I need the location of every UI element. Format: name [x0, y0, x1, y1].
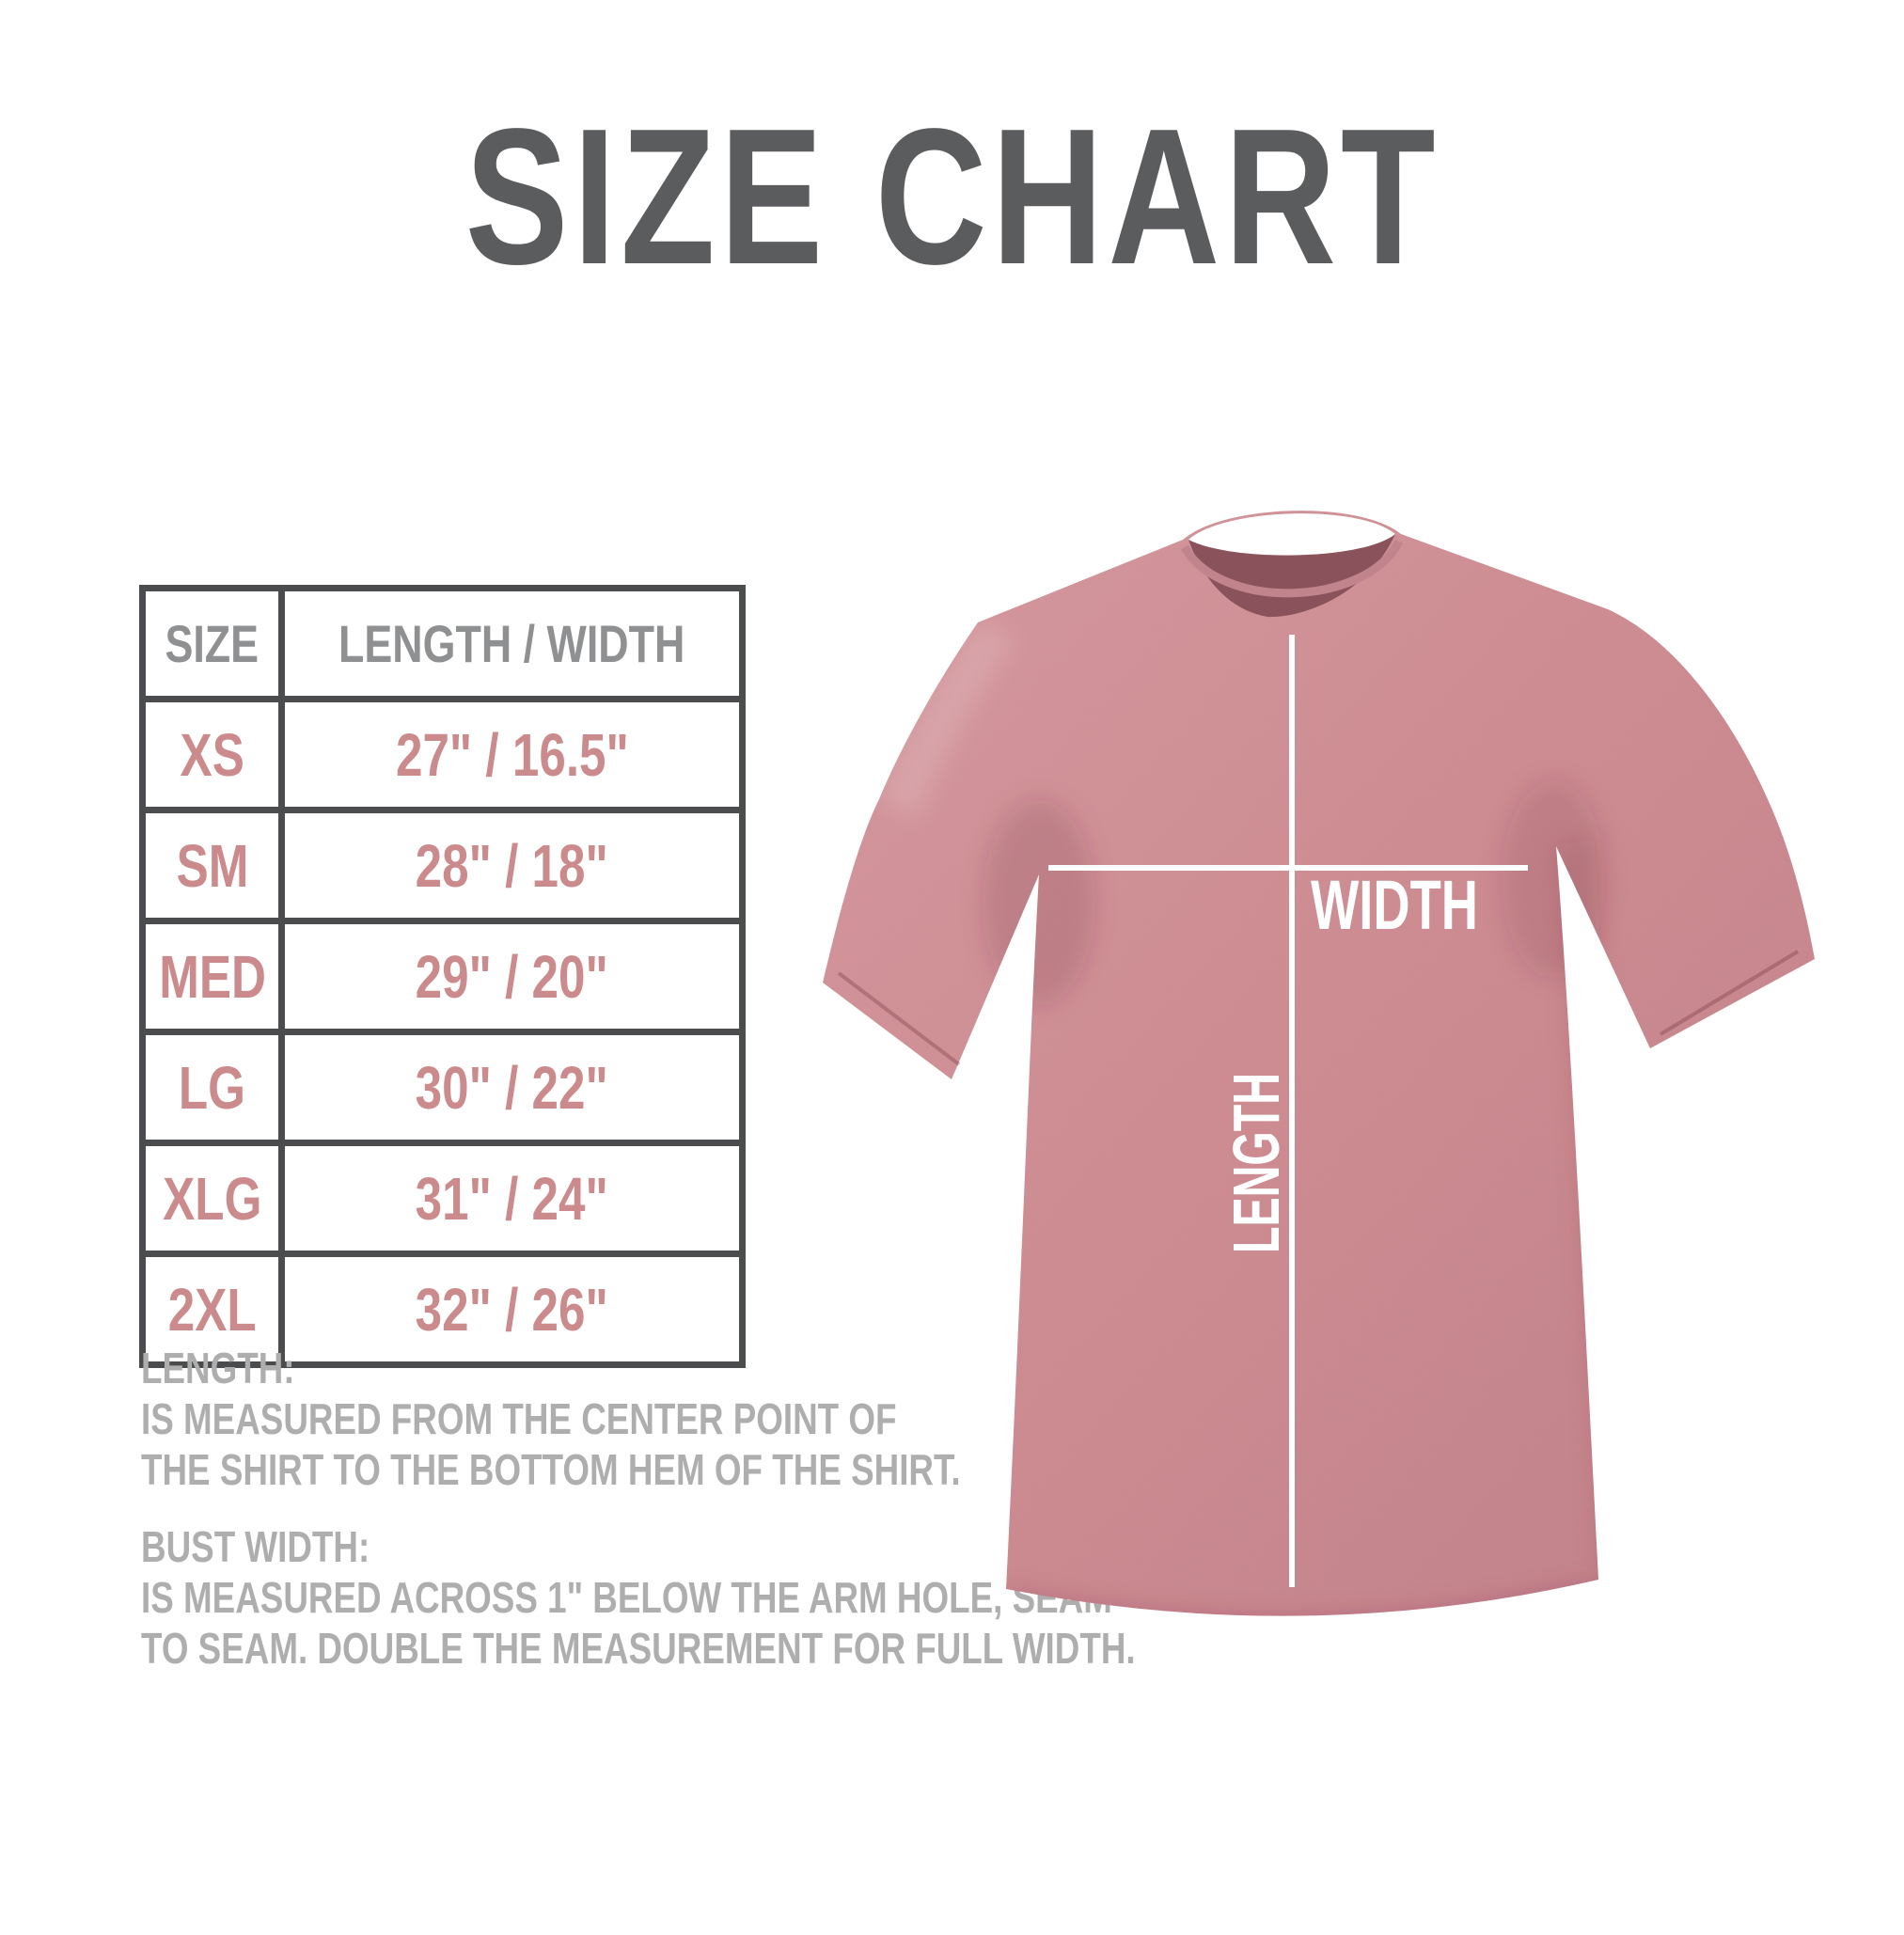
measurement-notes: LENGTH: IS MEASURED FROM THE CENTER POIN… — [141, 1343, 1384, 1700]
tshirt-image: WIDTH LENGTH — [823, 511, 1815, 1616]
table-row: XLG 31" / 24" — [139, 1140, 746, 1257]
size-cell: MED — [139, 918, 285, 1035]
measurement-cell: 29" / 20" — [278, 918, 746, 1035]
table-row: LG 30" / 22" — [139, 1029, 746, 1146]
size-column-header: SIZE — [139, 585, 285, 702]
collar-seam — [1181, 539, 1403, 598]
length-note-label: LENGTH: — [141, 1344, 295, 1392]
bust-width-note-line: IS MEASURED ACROSS 1" BELOW THE ARM HOLE… — [141, 1573, 1112, 1622]
size-cell: SM — [139, 807, 285, 924]
size-cell: 2XL — [139, 1251, 285, 1368]
neck-opening — [1188, 513, 1395, 556]
right-sleeve-hem — [1659, 950, 1800, 1036]
table-row: SM 28" / 18" — [139, 807, 746, 924]
bust-width-note-line: TO SEAM. DOUBLE THE MEASUREMENT FOR FULL… — [141, 1624, 1136, 1673]
width-label: WIDTH — [1311, 866, 1478, 944]
length-note: LENGTH: IS MEASURED FROM THE CENTER POIN… — [141, 1343, 1384, 1495]
measurement-cell: 27" / 16.5" — [278, 696, 746, 813]
length-label: LENGTH — [1220, 1073, 1293, 1253]
size-cell: LG — [139, 1029, 285, 1146]
page-title: SIZE CHART — [0, 90, 1904, 304]
size-table: SIZE LENGTH / WIDTH XS 27" / 16.5" SM 28… — [139, 585, 746, 1368]
size-cell: XS — [139, 696, 285, 813]
measurement-cell: 28" / 18" — [278, 807, 746, 924]
length-note-line: IS MEASURED FROM THE CENTER POINT OF — [141, 1394, 897, 1443]
bust-width-note-label: BUST WIDTH: — [141, 1522, 370, 1571]
tshirt-measurement-diagram: WIDTH LENGTH — [790, 461, 1862, 1655]
collar-inner-shadow — [1188, 534, 1395, 618]
table-row: MED 29" / 20" — [139, 918, 746, 1035]
left-sleeve-hem — [837, 971, 961, 1066]
size-table-header-row: SIZE LENGTH / WIDTH — [139, 585, 746, 702]
size-cell: XLG — [139, 1140, 285, 1257]
page-title-text: SIZE CHART — [464, 88, 1440, 305]
length-width-column-header: LENGTH / WIDTH — [278, 585, 746, 702]
table-row: 2XL 32" / 26" — [139, 1251, 746, 1368]
measurement-cell: 32" / 26" — [278, 1251, 746, 1368]
measurement-cell: 30" / 22" — [278, 1029, 746, 1146]
bust-width-note: BUST WIDTH: IS MEASURED ACROSS 1" BELOW … — [141, 1521, 1384, 1674]
measurement-cell: 31" / 24" — [278, 1140, 746, 1257]
table-row: XS 27" / 16.5" — [139, 696, 746, 813]
length-note-line: THE SHIRT TO THE BOTTOM HEM OF THE SHIRT… — [141, 1445, 961, 1494]
